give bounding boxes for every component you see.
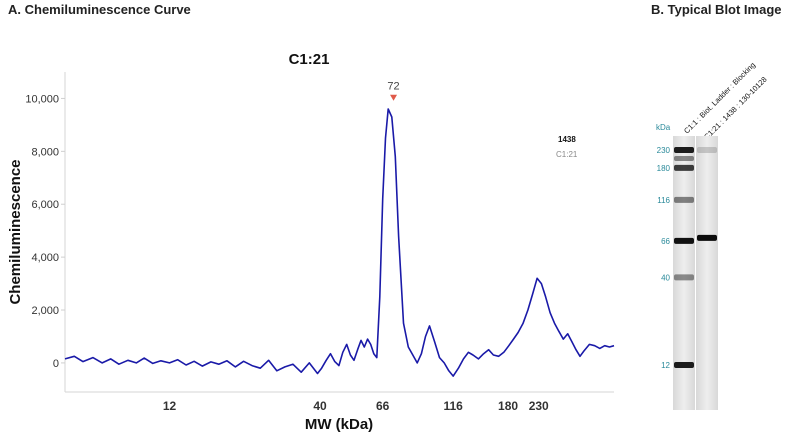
y-tick-label: 8,000 [31, 146, 59, 158]
x-tick-label: 12 [163, 399, 177, 413]
ladder-band [674, 362, 694, 368]
y-tick-label: 6,000 [31, 199, 59, 211]
series-line [64, 108, 615, 377]
chart-title: C1:21 [289, 51, 330, 68]
peak-annotation: 72 [387, 81, 400, 101]
axes [64, 72, 614, 393]
sample-band-faint [697, 147, 717, 153]
blot-bands [674, 147, 717, 368]
x-tick-label: 40 [313, 399, 327, 413]
y-tick-label: 0 [53, 358, 59, 370]
peak-label: 72 [387, 81, 399, 93]
ladder-band [674, 237, 694, 244]
ladder-band [674, 164, 694, 171]
ladder-band [674, 147, 694, 153]
y-axis-label: Chemiluminescence [7, 159, 24, 304]
panel-b-title: B. Typical Blot Image [651, 2, 782, 17]
blot-marker-label: 40 [661, 273, 670, 282]
x-tick-label: 66 [376, 399, 390, 413]
ladder-band [674, 274, 694, 281]
blot-marker-label: 180 [657, 164, 671, 173]
y-tick-label: 10,000 [25, 93, 59, 105]
y-tick-label: 2,000 [31, 305, 59, 317]
legend-entry-2: C1:21 [556, 150, 578, 159]
y-ticks: 0 2,000 4,000 6,000 8,000 10,000 [25, 93, 65, 370]
legend-entry-1: 1438 [558, 135, 576, 144]
x-tick-label: 230 [529, 399, 549, 413]
legend: 1438 C1:21 [556, 135, 578, 159]
ladder-band [674, 196, 694, 203]
blot-marker-label: 12 [661, 361, 670, 370]
panel-a-title: A. Chemiluminescence Curve [8, 2, 191, 17]
x-tick-label: 116 [443, 399, 463, 413]
x-axis-label: MW (kDa) [305, 416, 373, 433]
blot-marker-label: 66 [661, 237, 670, 246]
x-tick-label: 180 [498, 399, 518, 413]
x-ticks: 12 40 66 116 180 230 [163, 399, 549, 413]
blot-panel: kDa C1:1 : Biot. Ladder : Blocking C1:21… [656, 60, 769, 410]
ladder-band [674, 156, 694, 161]
sample-band [697, 234, 717, 241]
blot-lane-2 [696, 136, 718, 410]
series-layer [64, 108, 615, 377]
y-tick-label: 4,000 [31, 252, 59, 264]
peak-marker [390, 94, 398, 101]
blot-kda-label: kDa [656, 123, 671, 132]
blot-marker-label: 230 [657, 146, 671, 155]
blot-markers: 230 180 116 66 40 12 [657, 146, 671, 370]
blot-marker-label: 116 [657, 196, 670, 205]
blot-lane-1 [673, 136, 695, 410]
